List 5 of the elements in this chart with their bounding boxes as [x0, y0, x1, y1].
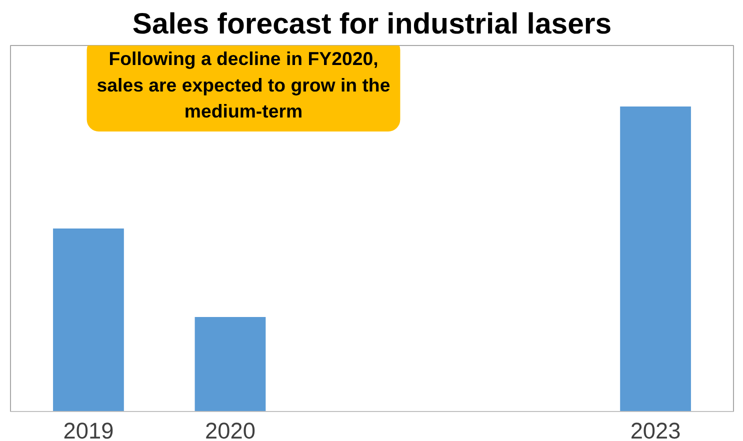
x-tick-label: 2023 [630, 418, 681, 441]
x-tick-label: 2020 [205, 418, 256, 441]
chart-title: Sales forecast for industrial lasers [132, 8, 612, 40]
x-tick-label: 2019 [63, 418, 114, 441]
annotation: Following a decline in FY2020, sales are expected to grow in the medium-term [96, 48, 390, 122]
